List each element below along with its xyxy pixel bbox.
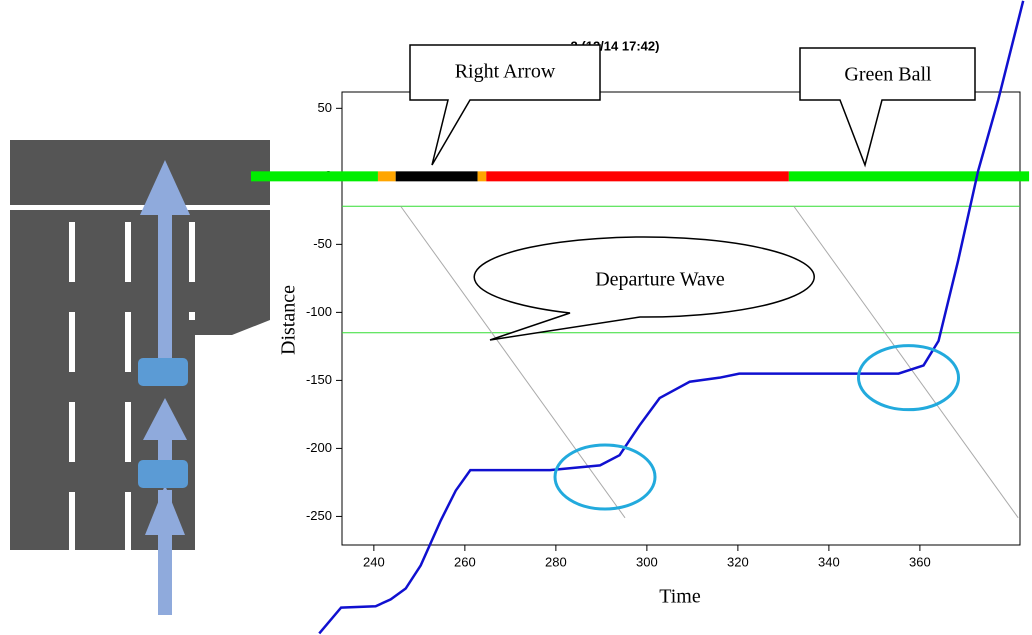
y-tick-label: -200 [306,440,332,455]
y-tick-label: -250 [306,508,332,523]
y-tick-label: -100 [306,304,332,319]
y-axis-label: Distance [278,285,300,355]
x-tick-label: 300 [636,554,658,569]
annotation: Right Arrow [455,61,556,83]
y-tick-label: -150 [306,372,332,387]
x-tick-label: 240 [363,554,385,569]
x-axis-label: Time [659,586,701,608]
signal-segment [486,171,789,182]
y-tick-label: -50 [313,236,332,251]
highlight-circle [553,443,657,511]
road-diagram [10,140,270,615]
x-tick-label: 260 [454,554,476,569]
x-tick-label: 340 [818,554,840,569]
plot-frame [341,91,1021,546]
wave-line [793,205,1019,519]
signal-segment [377,171,396,182]
x-tick-label: 280 [545,554,567,569]
x-tick-label: 360 [909,554,931,569]
y-tick-label: 50 [318,100,332,115]
callouts: Right Arrow Green Ball Departure Wave [409,44,976,341]
trajectory-line [318,0,1025,635]
annotation: Departure Wave [595,269,725,291]
signal-segment [477,171,487,182]
highlight-circle [857,344,961,412]
signal-segment [395,171,478,182]
signal-segment [250,171,378,182]
annotation: Green Ball [844,64,932,86]
signal-segment [788,171,1030,182]
x-tick-label: 320 [727,554,749,569]
